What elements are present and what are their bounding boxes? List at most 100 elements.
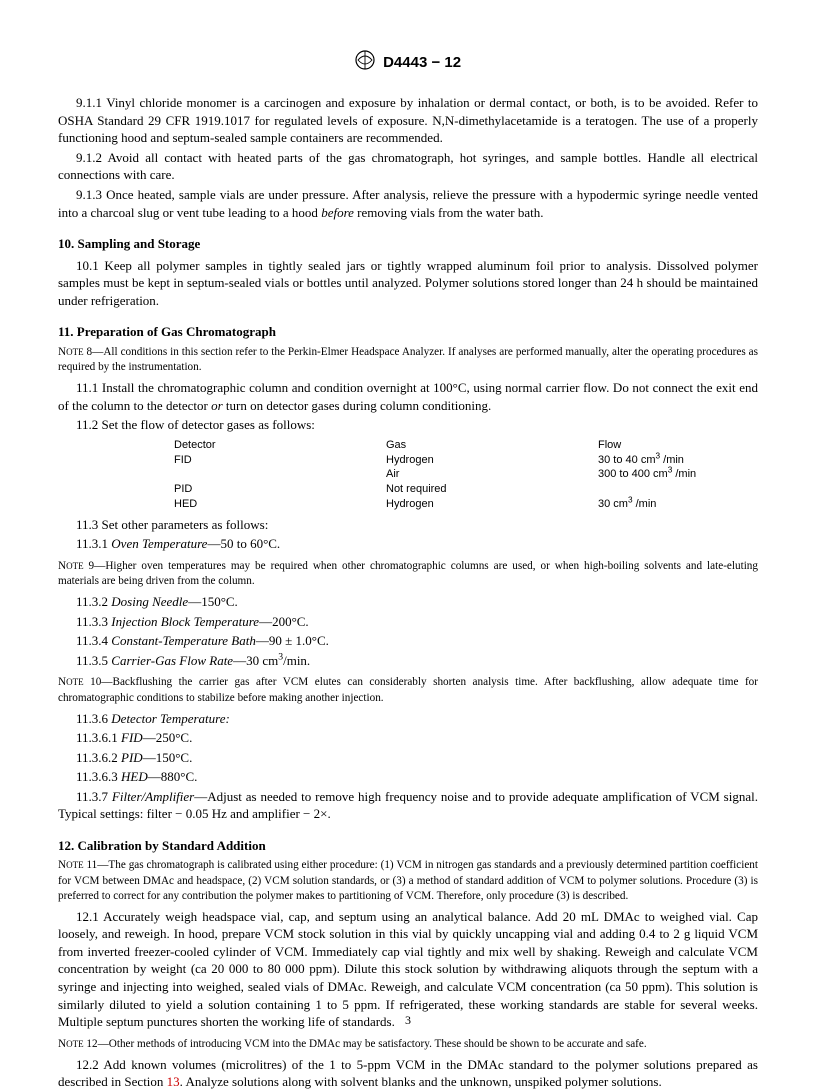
num: 11.3.1 (76, 536, 111, 551)
num: 11.3.7 (76, 789, 112, 804)
para-12.2: 12.2 Add known volumes (microlitres) of … (58, 1056, 758, 1091)
para-11.3.6.3: 11.3.6.3 HED—880°C. (58, 768, 758, 786)
num: 11.3.6.1 (76, 730, 121, 745)
term: Injection Block Temperature (111, 614, 259, 629)
note-cap: N (58, 676, 66, 688)
note-10: NOTE 10—Backflushing the carrier gas aft… (58, 675, 758, 705)
val: —150°C. (143, 750, 193, 765)
num: 11.3.5 (76, 653, 111, 668)
note-sc: OTE (66, 860, 84, 870)
cell: HED (168, 497, 380, 512)
astm-logo-icon (355, 50, 375, 76)
note-body: 12—Other methods of introducing VCM into… (84, 1038, 647, 1050)
xref: 13 (167, 1074, 180, 1089)
term: PID (121, 750, 143, 765)
num: 11.3.2 (76, 594, 111, 609)
para-11.3.3: 11.3.3 Injection Block Temperature—200°C… (58, 613, 758, 631)
v: /min (633, 498, 657, 510)
para-11.3.7: 11.3.7 Filter/Amplifier—Adjust as needed… (58, 788, 758, 823)
text: . Analyze solutions along with solvent b… (180, 1074, 662, 1089)
note-body: 9—Higher oven temperatures may be requir… (58, 560, 758, 587)
th-flow: Flow (592, 438, 738, 453)
section-10-head: 10. Sampling and Storage (58, 235, 758, 253)
note-8: NOTE 8—All conditions in this section re… (58, 345, 758, 375)
note-cap: N (58, 1038, 66, 1050)
cell: 30 to 40 cm3 /min (592, 453, 738, 468)
note-sc: OTE (66, 347, 84, 357)
num: 11.3.6.3 (76, 769, 121, 784)
num: 11.3.3 (76, 614, 111, 629)
val: —150°C. (188, 594, 238, 609)
term: Dosing Needle (111, 594, 188, 609)
note-sc: OTE (66, 561, 84, 571)
note-body: 11—The gas chromatograph is calibrated u… (58, 859, 758, 901)
cell: 30 cm3 /min (592, 497, 738, 512)
term: Oven Temperature (111, 536, 207, 551)
note-sc: OTE (66, 677, 84, 687)
note-cap: N (58, 346, 66, 358)
cell: Air (380, 467, 592, 482)
para-11.1: 11.1 Install the chromatographic column … (58, 379, 758, 414)
cell: Not required (380, 482, 592, 497)
val: —880°C. (148, 769, 198, 784)
cell: FID (168, 453, 380, 468)
cell (168, 467, 380, 482)
note-cap: N (58, 560, 66, 572)
emph: before (321, 205, 354, 220)
note-body: 10—Backflushing the carrier gas after VC… (58, 676, 758, 703)
para-9.1.2: 9.1.2 Avoid all contact with heated part… (58, 149, 758, 184)
para-11.3.1: 11.3.1 Oven Temperature—50 to 60°C. (58, 535, 758, 553)
page-header: D4443 − 12 (58, 50, 758, 76)
val: —250°C. (143, 730, 193, 745)
page-number: 3 (0, 1012, 816, 1028)
designation: D4443 − 12 (383, 54, 461, 71)
text: turn on detector gases during column con… (223, 398, 492, 413)
para-11.2: 11.2 Set the flow of detector gases as f… (58, 416, 758, 434)
th-gas: Gas (380, 438, 592, 453)
para-11.3.5: 11.3.5 Carrier-Gas Flow Rate—30 cm3/min. (58, 652, 758, 670)
section-12-head: 12. Calibration by Standard Addition (58, 837, 758, 855)
detector-gas-table: Detector Gas Flow FID Hydrogen 30 to 40 … (168, 438, 738, 512)
term: FID (121, 730, 143, 745)
val: —30 cm (233, 653, 278, 668)
val: —50 to 60°C. (207, 536, 280, 551)
text: removing vials from the water bath. (354, 205, 544, 220)
note-cap: N (58, 859, 66, 871)
cell: 300 to 400 cm3 /min (592, 467, 738, 482)
para-10.1: 10.1 Keep all polymer samples in tightly… (58, 257, 758, 310)
cell (592, 482, 738, 497)
term: Detector Temperature: (111, 711, 230, 726)
note-body: 8—All conditions in this section refer t… (58, 346, 758, 373)
emph: or (211, 398, 223, 413)
term: Filter/Amplifier (112, 789, 194, 804)
v: /min (672, 468, 696, 480)
val: —200°C. (259, 614, 309, 629)
note-11: NOTE 11—The gas chromatograph is calibra… (58, 858, 758, 903)
para-11.3.6.2: 11.3.6.2 PID—150°C. (58, 749, 758, 767)
v: 300 to 400 cm (598, 468, 668, 480)
num: 11.3.4 (76, 633, 111, 648)
num: 11.3.6 (76, 711, 111, 726)
para-11.3.4: 11.3.4 Constant-Temperature Bath—90 ± 1.… (58, 632, 758, 650)
para-9.1.1: 9.1.1 Vinyl chloride monomer is a carcin… (58, 94, 758, 147)
num: 11.3.6.2 (76, 750, 121, 765)
para-11.3.2: 11.3.2 Dosing Needle—150°C. (58, 593, 758, 611)
para-11.3: 11.3 Set other parameters as follows: (58, 516, 758, 534)
term: Carrier-Gas Flow Rate (111, 653, 233, 668)
note-12: NOTE 12—Other methods of introducing VCM… (58, 1037, 758, 1052)
v: 30 cm (598, 498, 628, 510)
cell: PID (168, 482, 380, 497)
section-11-head: 11. Preparation of Gas Chromatograph (58, 323, 758, 341)
v: 30 to 40 cm (598, 454, 655, 466)
cell: Hydrogen (380, 497, 592, 512)
val: /min. (283, 653, 310, 668)
para-11.3.6.1: 11.3.6.1 FID—250°C. (58, 729, 758, 747)
v: /min (660, 454, 684, 466)
note-sc: OTE (66, 1039, 84, 1049)
val: —90 ± 1.0°C. (256, 633, 329, 648)
para-11.3.6: 11.3.6 Detector Temperature: (58, 710, 758, 728)
para-9.1.3: 9.1.3 Once heated, sample vials are unde… (58, 186, 758, 221)
th-detector: Detector (168, 438, 380, 453)
term: HED (121, 769, 148, 784)
note-9: NOTE 9—Higher oven temperatures may be r… (58, 559, 758, 589)
